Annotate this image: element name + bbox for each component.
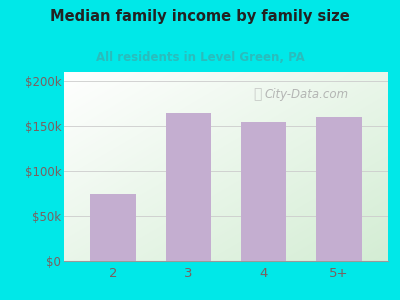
Text: All residents in Level Green, PA: All residents in Level Green, PA [96, 51, 304, 64]
Text: Median family income by family size: Median family income by family size [50, 9, 350, 24]
Text: City-Data.com: City-Data.com [265, 88, 349, 101]
Bar [90, 194, 136, 261]
Bar [316, 117, 362, 261]
Text: ⓠ: ⓠ [254, 88, 262, 102]
Bar [241, 122, 286, 261]
Bar [166, 112, 211, 261]
